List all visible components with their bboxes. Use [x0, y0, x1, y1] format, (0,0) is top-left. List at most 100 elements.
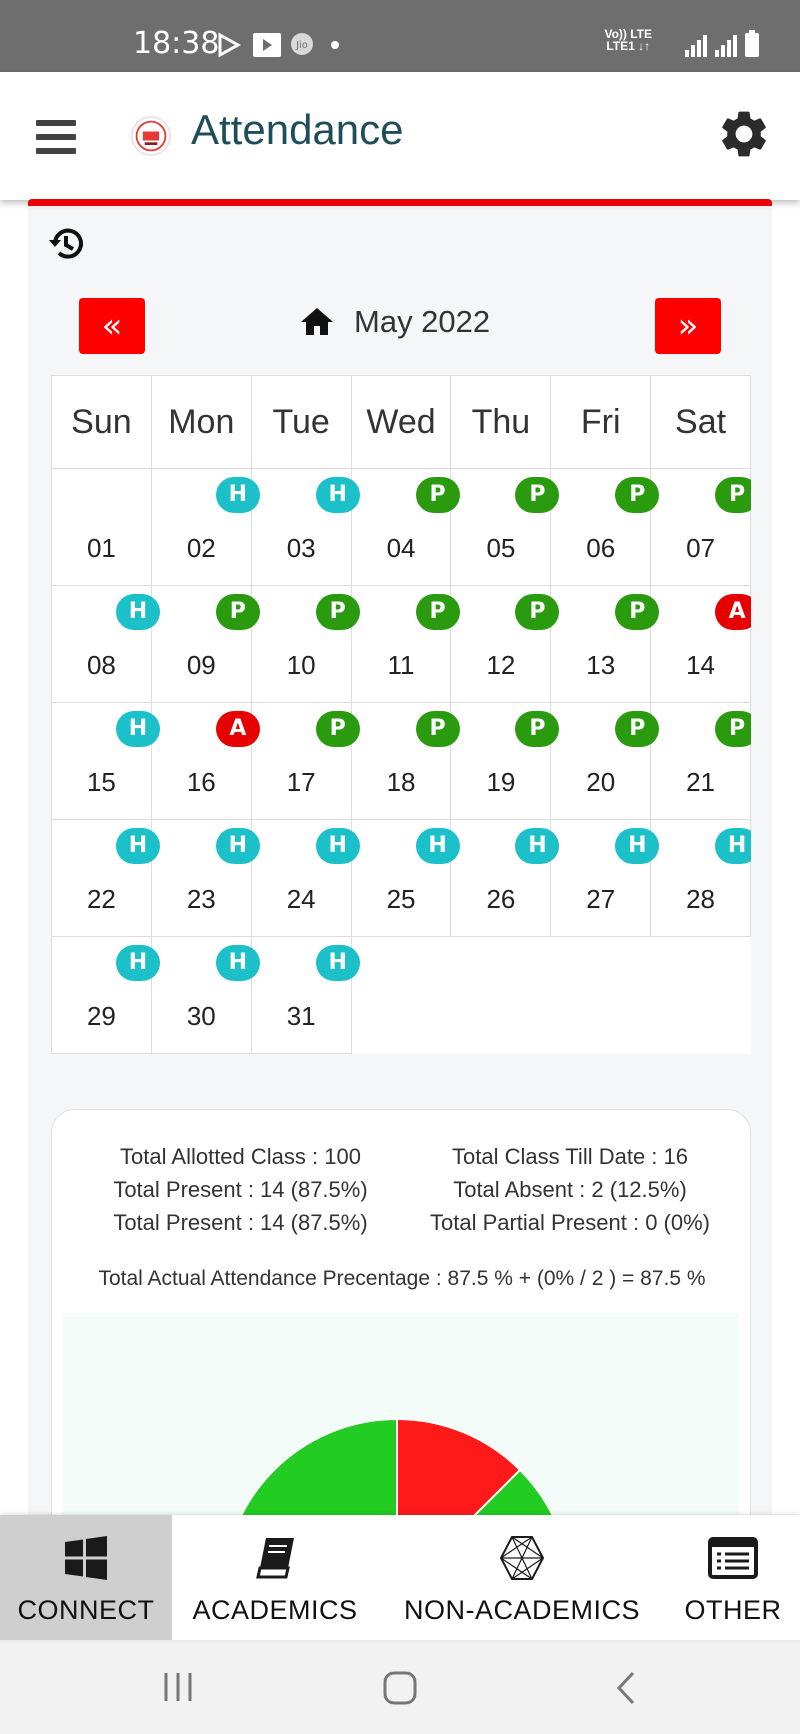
calendar-day-cell[interactable]: H 25	[350, 819, 460, 937]
calendar-day-cell[interactable]: P 04	[350, 468, 460, 586]
calendar-day-cell[interactable]: H 02	[150, 468, 260, 586]
day-number: 26	[486, 884, 516, 914]
attendance-badge: A	[715, 594, 751, 630]
total-class-till-date: Total Class Till Date : 16	[452, 1144, 688, 1169]
nav-other[interactable]: OTHER	[666, 1515, 800, 1640]
calendar-day-cell[interactable]: H 27	[550, 819, 660, 937]
status-time: 18:38	[133, 26, 220, 61]
calendar-day-cell[interactable]: H 31	[250, 936, 360, 1054]
calendar-week-row: H 15 A 16 P 17 P 18 P 19 P 20 P 21	[51, 702, 751, 820]
day-number: 02	[186, 533, 216, 563]
video-icon	[253, 33, 281, 57]
nav-non-academics[interactable]: NON-ACADEMICS	[378, 1515, 666, 1640]
total-allotted-class: Total Allotted Class : 100	[120, 1144, 361, 1169]
day-number: 22	[86, 884, 116, 914]
total-partial-present: Total Partial Present : 0 (0%)	[429, 1210, 710, 1235]
calendar-day-cell[interactable]: A 14	[650, 585, 751, 703]
svg-text:Jio: Jio	[295, 40, 308, 51]
day-number: 27	[586, 884, 616, 914]
calendar-day-cell[interactable]: H 08	[51, 585, 160, 703]
weekday-wed: Wed	[350, 375, 452, 469]
attendance-calendar: Sun Mon Tue Wed Thu Fri Sat 01 H 02 H 03 P 04 P 05 P 06 P…	[51, 375, 751, 1054]
calendar-empty-cell	[650, 936, 751, 1054]
home-icon[interactable]	[300, 306, 334, 336]
calendar-day-cell[interactable]: P 20	[550, 702, 660, 820]
next-month-button[interactable]: »	[655, 298, 721, 354]
day-number: 10	[286, 650, 316, 680]
calendar-day-cell[interactable]: P 05	[450, 468, 560, 586]
calendar-wrapper: Sun Mon Tue Wed Thu Fri Sat 01 H 02 H 03 P 04 P 05 P 06 P…	[51, 375, 751, 1055]
network-line-2: LTE1 ↓↑	[606, 39, 651, 53]
day-number: 11	[387, 650, 415, 680]
total-absent: Total Absent : 2 (12.5%)	[453, 1177, 687, 1202]
play-store-icon	[218, 32, 242, 58]
calendar-week-row: 01 H 02 H 03 P 04 P 05 P 06 P 07	[51, 468, 751, 586]
calendar-day-cell[interactable]: H 15	[51, 702, 160, 820]
bottom-navigation: CONNECT ACADEMICS NON-ACADEMICS OTHER	[0, 1515, 800, 1640]
calendar-day-cell[interactable]: H 24	[250, 819, 360, 937]
day-number: 28	[686, 884, 716, 914]
battery-icon	[745, 30, 759, 57]
signal-1-icon	[685, 35, 707, 57]
calendar-week-row: H 29 H 30 H 31	[51, 936, 751, 1054]
calendar-day-cell[interactable]: H 29	[51, 936, 160, 1054]
accent-bar	[28, 199, 772, 206]
weekday-sat: Sat	[650, 375, 751, 469]
day-number: 21	[686, 767, 716, 797]
day-number: 16	[186, 767, 216, 797]
prev-month-button[interactable]: «	[79, 298, 145, 354]
gear-icon[interactable]	[716, 106, 772, 162]
calendar-day-cell[interactable]: P 10	[250, 585, 360, 703]
day-number: 01	[86, 533, 116, 563]
calendar-day-cell[interactable]: P 13	[550, 585, 660, 703]
day-number: 25	[386, 884, 416, 914]
calendar-day-cell[interactable]: H 22	[51, 819, 160, 937]
calendar-day-cell[interactable]: P 17	[250, 702, 360, 820]
calendar-day-cell[interactable]: A 16	[150, 702, 260, 820]
day-number: 17	[286, 767, 316, 797]
status-bar: 18:38 Jio Vo)) LTE LTE1 ↓↑	[0, 0, 800, 72]
day-number: 19	[486, 767, 516, 797]
calendar-day-cell[interactable]: H 03	[250, 468, 360, 586]
calendar-day-cell[interactable]: P 12	[450, 585, 560, 703]
calendar-day-cell[interactable]: 01	[51, 468, 152, 586]
home-button-icon[interactable]	[382, 1670, 418, 1706]
recent-apps-icon[interactable]	[160, 1670, 196, 1704]
day-number: 12	[486, 650, 516, 680]
total-present-repeat: Total Present : 14 (87.5%)	[113, 1210, 368, 1235]
day-number: 14	[686, 650, 716, 680]
day-number: 03	[286, 533, 316, 563]
calendar-day-cell[interactable]: P 07	[650, 468, 751, 586]
calendar-day-cell[interactable]: H 23	[150, 819, 260, 937]
day-number: 07	[686, 533, 716, 563]
calendar-day-cell[interactable]: P 09	[150, 585, 260, 703]
actual-attendance-percentage: Total Actual Attendance Precentage : 87.…	[98, 1267, 706, 1290]
polyhedron-icon	[499, 1536, 545, 1580]
weekday-header-row: Sun Mon Tue Wed Thu Fri Sat	[51, 375, 751, 469]
calendar-day-cell[interactable]: H 30	[150, 936, 260, 1054]
calendar-week-row: H 22 H 23 H 24 H 25 H 26 H 27 H 28	[51, 819, 751, 937]
nav-connect-label: CONNECT	[17, 1595, 155, 1625]
attendance-badge: P	[715, 477, 751, 513]
back-icon[interactable]	[614, 1670, 638, 1706]
calendar-day-cell[interactable]: P 06	[550, 468, 660, 586]
calendar-empty-cell	[351, 936, 451, 1054]
page-title: Attendance	[191, 106, 404, 153]
history-icon[interactable]	[46, 224, 86, 264]
day-number: 31	[286, 1001, 316, 1031]
weekday-mon: Mon	[150, 375, 252, 469]
calendar-day-cell[interactable]: H 26	[450, 819, 560, 937]
calendar-empty-cell	[450, 936, 551, 1054]
nav-connect[interactable]: CONNECT	[0, 1515, 172, 1640]
notification-dot-icon	[331, 41, 339, 49]
signal-2-icon	[715, 35, 737, 57]
total-present: Total Present : 14 (87.5%)	[113, 1177, 368, 1202]
calendar-day-cell[interactable]: P 18	[350, 702, 460, 820]
calendar-day-cell[interactable]: P 21	[650, 702, 751, 820]
calendar-day-cell[interactable]: P 11	[350, 585, 460, 703]
list-icon	[708, 1537, 758, 1579]
calendar-day-cell[interactable]: P 19	[450, 702, 560, 820]
calendar-day-cell[interactable]: H 28	[650, 819, 751, 937]
nav-academics[interactable]: ACADEMICS	[172, 1515, 378, 1640]
hamburger-menu-icon[interactable]	[36, 120, 76, 154]
